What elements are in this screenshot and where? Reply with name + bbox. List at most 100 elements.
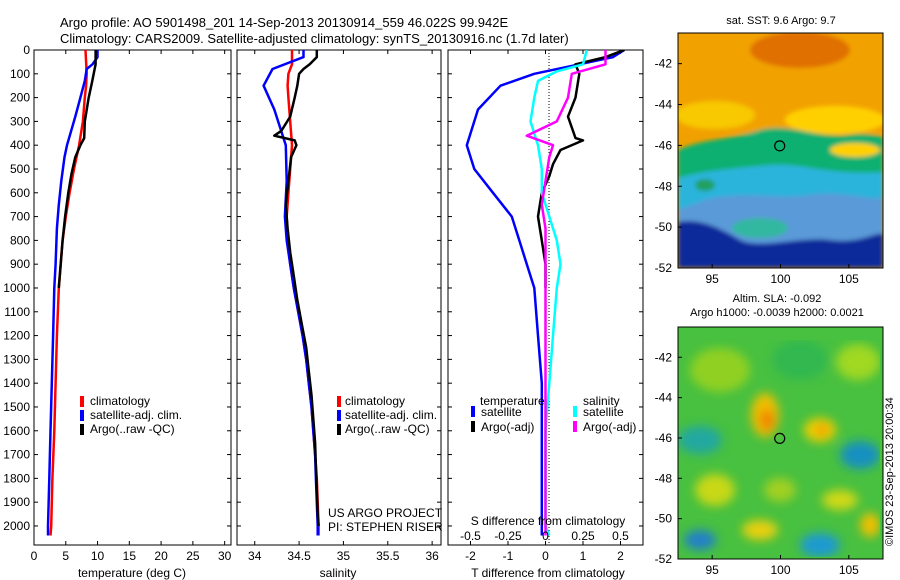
temperature-x-label: temperature (deg C) <box>78 566 186 580</box>
x-tick-label: 105 <box>839 272 859 286</box>
salinity-panel: 34 34.5 35 35.5 36 salinity climatology sate… <box>236 49 443 580</box>
y-tick-label: 2000 <box>3 519 30 533</box>
legend-swatch-argo <box>337 424 341 435</box>
x-tick-label: 35 <box>337 549 351 563</box>
series-line-temperature-argo-adj <box>536 50 625 288</box>
legend-swatch-climatology <box>80 396 84 407</box>
argo-location-marker <box>774 432 786 445</box>
y-tick-label: 1200 <box>3 329 30 343</box>
sst-map-title: sat. SST: 9.6 Argo: 9.7 <box>726 15 835 27</box>
legend-swatch-s-satellite <box>573 406 577 417</box>
y-tick-label: 1900 <box>3 495 30 509</box>
legend-swatch-t-satellite <box>471 406 475 417</box>
x-tick-label: 0 <box>31 549 38 563</box>
y-tick-label: -48 <box>655 471 673 485</box>
series-line-salinity-argo-adj <box>525 50 607 536</box>
temperature-y-axis: 0 100 200 300 400 500 600 700 800 900 1000 1100 1200… <box>3 43 231 533</box>
series-line-temperature-satellite <box>465 50 625 536</box>
legend-label-climatology: climatology <box>90 394 150 408</box>
legend-label-climatology: climatology <box>345 394 405 408</box>
x-tick-label: 100 <box>770 563 790 577</box>
y-tick-label: 1300 <box>3 352 30 366</box>
sst-map-panel: sat. SST: 9.6 Argo: 9.7 -42-44-46-48-50-… <box>655 15 884 286</box>
sla-map-subtitle: Argo h1000: -0.0039 h2000: 0.0021 <box>690 307 864 319</box>
temperature-plot <box>46 50 99 536</box>
y-tick-label: -50 <box>655 220 673 234</box>
legend-swatch-t-argo <box>471 421 475 432</box>
y-tick-label: -46 <box>655 431 673 445</box>
y-tick-label: -44 <box>655 98 673 112</box>
y-tick-label: 1800 <box>3 471 30 485</box>
x-tick-label: 5 <box>62 549 69 563</box>
difference-y-axis <box>448 49 643 527</box>
y-tick-label: -52 <box>655 261 673 275</box>
y-tick-label: 0 <box>23 43 30 57</box>
header-title: Argo profile: AO 5901498_201 14-Sep-2013… <box>60 15 508 30</box>
sla-map-panel: Altim. SLA: -0.092 Argo h1000: -0.0039 h… <box>655 293 884 577</box>
legend-label-s-satellite: satellite <box>583 405 624 419</box>
sst-map-y-axis: -42 -44 -46 -48 -50 -52 <box>655 57 682 275</box>
header-subtitle: Climatology: CARS2009. Satellite-adjuste… <box>60 31 569 46</box>
y-tick-label: -52 <box>655 552 673 566</box>
sla-map-title: Altim. SLA: -0.092 <box>733 293 822 305</box>
pi-annotation: PI: STEPHEN RISER <box>328 520 443 534</box>
legend-swatch-satellite <box>80 410 84 421</box>
s-difference-label: S difference from climatology <box>471 514 626 528</box>
sst-map-x-axis: 95 100 105 <box>705 264 859 286</box>
series-line-satellite-adj-clim <box>46 50 99 536</box>
y-tick-label: 400 <box>10 138 30 152</box>
y-tick-label: 200 <box>10 91 30 105</box>
x-tick-label: 2 <box>617 549 624 563</box>
temperature-legend: climatology satellite-adj. clim. Argo(..… <box>80 394 182 436</box>
legend-label-argo: Argo(..raw -QC) <box>90 422 175 436</box>
legend-header-temperature: temperature <box>480 394 545 408</box>
difference-panel: -2 -1 0 1 2 S difference from climatology -0… <box>447 49 644 580</box>
series-line-argo-raw-qc <box>273 50 320 527</box>
legend-label-satellite: satellite-adj. clim. <box>90 408 182 422</box>
y-tick-label: 1100 <box>4 305 30 319</box>
sla-map-x-axis: 95 100 105 <box>705 555 859 577</box>
y-tick-label: 900 <box>10 257 30 271</box>
y-tick-label: 1500 <box>3 400 30 414</box>
x-tick-label: 15 <box>123 549 137 563</box>
difference-legend: temperature salinity satellite Argo(-adj… <box>471 394 636 434</box>
y-tick-label: 500 <box>10 162 30 176</box>
x-tick-label: 35.5 <box>376 549 400 563</box>
salinity-y-axis <box>237 49 441 527</box>
salinity-plot <box>262 50 320 536</box>
t-difference-x-label: T difference from climatology <box>471 566 625 580</box>
x-tick-label: 34 <box>248 549 262 563</box>
y-tick-label: -46 <box>655 138 673 152</box>
s-difference-ticks: -0.5 -0.25 0 0.25 0.5 <box>460 529 629 543</box>
series-line-salinity-satellite <box>529 50 589 536</box>
legend-label-s-argo: Argo(-adj) <box>583 420 636 434</box>
sla-map-y-axis: -42 -44 -46 -48 -50 -52 <box>655 350 682 566</box>
legend-swatch-argo <box>80 424 84 435</box>
legend-swatch-climatology <box>337 396 341 407</box>
y-tick-label: -44 <box>655 391 673 405</box>
salinity-x-label: salinity <box>320 566 357 580</box>
s-tick-label: -0.25 <box>494 529 522 543</box>
sst-map-image <box>678 33 883 268</box>
x-tick-label: 25 <box>186 549 200 563</box>
s-tick-label: 0 <box>542 529 549 543</box>
argo-location-marker <box>774 140 786 152</box>
x-tick-label: 0 <box>542 549 549 563</box>
difference-plot <box>465 50 625 536</box>
y-tick-label: 1000 <box>3 281 30 295</box>
y-tick-label: 1400 <box>3 376 30 390</box>
x-tick-label: 36 <box>425 549 439 563</box>
y-tick-label: -42 <box>655 350 673 364</box>
x-tick-label: 100 <box>770 272 790 286</box>
legend-label-t-argo: Argo(-adj) <box>481 420 534 434</box>
y-tick-label: 100 <box>10 67 30 81</box>
s-tick-label: 0.5 <box>612 529 629 543</box>
y-tick-label: 800 <box>10 233 30 247</box>
legend-label-t-satellite: satellite <box>481 405 522 419</box>
x-tick-label: -1 <box>503 549 514 563</box>
y-tick-label: 600 <box>10 186 30 200</box>
legend-swatch-satellite <box>337 410 341 421</box>
y-tick-label: -50 <box>655 512 673 526</box>
x-tick-label: -2 <box>465 549 476 563</box>
